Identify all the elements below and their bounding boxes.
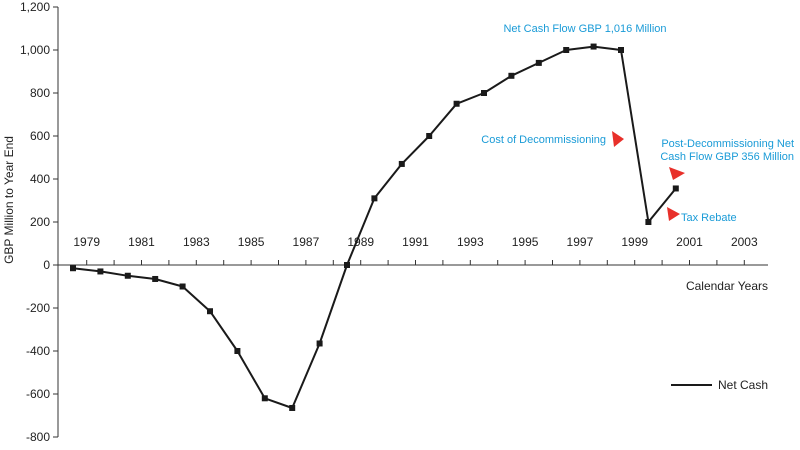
annotation-tax-rebate: Tax Rebate [681, 212, 737, 224]
x-tick-label: 1993 [457, 235, 484, 249]
data-point [207, 308, 213, 315]
y-tick-label: 400 [30, 172, 50, 186]
data-point [289, 404, 296, 411]
data-point [618, 47, 624, 53]
data-point [645, 219, 652, 225]
legend-label: Net Cash [718, 378, 768, 392]
x-axis-title: Calendar Years [686, 279, 768, 293]
series-line-net-cash [72, 45, 677, 409]
data-point [398, 160, 405, 167]
data-point [563, 47, 570, 53]
legend: Net Cash [671, 378, 768, 392]
data-point [152, 275, 159, 282]
y-tick-label: -200 [26, 301, 50, 315]
data-point [97, 268, 104, 275]
annotation-post-decommissioning-line-1: Post-Decommissioning Net [661, 138, 794, 150]
x-tick-label: 1995 [512, 235, 539, 249]
x-tick-label: 1979 [73, 235, 100, 249]
series-group [70, 43, 679, 411]
axes: 1,2001,0008006004002000-200-400-600-800 … [20, 0, 768, 444]
x-tick-label: 1989 [347, 235, 374, 249]
data-point [535, 59, 542, 66]
x-ticks: 1979 1981 1983 1985 1987 1989 1991 1993 1995 1997… [73, 235, 758, 265]
y-tick-label: -400 [26, 344, 50, 358]
x-tick-label: 1999 [621, 235, 648, 249]
y-tick-label: 800 [30, 86, 50, 100]
x-tick-label: 1991 [402, 235, 429, 249]
data-point [70, 265, 76, 272]
data-point [590, 43, 597, 50]
data-point [179, 283, 186, 290]
data-point [508, 72, 515, 79]
data-point [672, 185, 679, 192]
annotation-post-decommissioning-line-2: Cash Flow GBP 356 Million [660, 151, 794, 163]
y-tick-label: 200 [30, 215, 50, 229]
data-point [426, 133, 433, 139]
y-tick-label: -600 [26, 387, 50, 401]
x-tick-label: 2003 [731, 235, 758, 249]
y-tick-label: 0 [43, 258, 50, 272]
arrow-post-decommissioning [669, 167, 685, 180]
data-point [344, 262, 350, 268]
x-tick-label: 1983 [183, 235, 210, 249]
data-point [371, 195, 378, 202]
data-point [481, 90, 487, 96]
data-point [234, 348, 241, 354]
x-tick-label: 1987 [293, 235, 320, 249]
arrow-decommissioning [612, 131, 624, 147]
y-tick-label: 600 [30, 129, 50, 143]
annotations: Net Cash Flow GBP 1,016 Million Cost of … [481, 23, 794, 224]
y-ticks: 1,200 1,000 800 600 400 200 0 -200 -400 -600 -800 [20, 0, 58, 444]
annotation-net-cash-flow-peak: Net Cash Flow GBP 1,016 Million [503, 23, 666, 35]
data-point [261, 395, 268, 402]
arrow-tax-rebate [667, 207, 680, 221]
x-tick-label: 2001 [676, 235, 703, 249]
x-tick-label: 1981 [128, 235, 155, 249]
annotation-cost-of-decommissioning: Cost of Decommissioning [481, 134, 606, 146]
data-point [316, 340, 323, 347]
y-axis-title: GBP Million to Year End [2, 136, 16, 264]
x-tick-label: 1997 [567, 235, 594, 249]
data-point [124, 272, 131, 279]
x-tick-label: 1985 [238, 235, 265, 249]
y-tick-label: 1,200 [20, 0, 50, 14]
y-tick-label: 1,000 [20, 43, 50, 57]
data-point [453, 100, 460, 107]
y-tick-label: -800 [26, 430, 50, 444]
